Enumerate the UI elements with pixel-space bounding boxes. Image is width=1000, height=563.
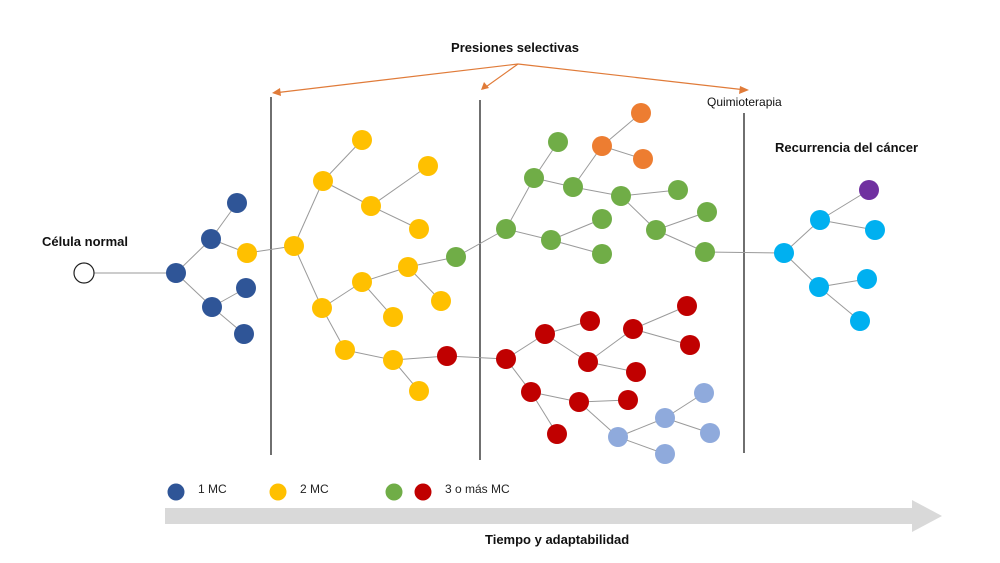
selective-pressures-label: Presiones selectivas xyxy=(451,40,579,55)
cell-node-orange xyxy=(633,149,653,169)
cell-node-red xyxy=(623,319,643,339)
cell-node-red xyxy=(569,392,589,412)
legend-dot-yellow xyxy=(269,483,287,501)
cell-node-cyan xyxy=(850,311,870,331)
cell-node-yellow xyxy=(383,307,403,327)
cell-node-yellow xyxy=(352,130,372,150)
cell-node-red xyxy=(680,335,700,355)
lineage-edge xyxy=(704,251,785,254)
cell-node-red xyxy=(626,362,646,382)
cell-node-red xyxy=(496,349,516,369)
cell-node-green xyxy=(446,247,466,267)
cell-node-yellow xyxy=(409,381,429,401)
cell-node-red xyxy=(547,424,567,444)
recurrence-label: Recurrencia del cáncer xyxy=(775,140,919,155)
lineage-edge xyxy=(370,165,429,207)
cell-node-yellow xyxy=(313,171,333,191)
cell-node-red xyxy=(437,346,457,366)
cell-node-orange xyxy=(592,136,612,156)
arrowheads xyxy=(272,82,749,96)
cell-node-purple xyxy=(859,180,879,200)
cell-node-blue xyxy=(166,263,186,283)
legend-label-1mc: 1 MC xyxy=(198,482,227,496)
cell-node-yellow xyxy=(431,291,451,311)
legend-dot-blue xyxy=(167,483,185,501)
legend-dot-red xyxy=(414,483,432,501)
cell-node-green xyxy=(646,220,666,240)
cell-node-yellow xyxy=(284,236,304,256)
cell-node-yellow xyxy=(361,196,381,216)
cell-node-green xyxy=(563,177,583,197)
cell-node-red xyxy=(618,390,638,410)
cell-node-light-blue xyxy=(608,427,628,447)
cell-node-yellow xyxy=(335,340,355,360)
cell-node-red xyxy=(521,382,541,402)
cell-node-yellow xyxy=(312,298,332,318)
cell-node-red xyxy=(677,296,697,316)
cell-node-cyan xyxy=(865,220,885,240)
cell-node-red xyxy=(578,352,598,372)
cell-node-cyan xyxy=(810,210,830,230)
normal-cell-node xyxy=(73,262,95,284)
cell-node-light-blue xyxy=(694,383,714,403)
cell-node-blue xyxy=(201,229,221,249)
cell-node-green xyxy=(611,186,631,206)
cell-node-green xyxy=(496,219,516,239)
chemotherapy-label: Quimioterapia xyxy=(707,95,782,109)
lineage-edge xyxy=(293,245,323,309)
cell-node-blue xyxy=(202,297,222,317)
cell-node-light-blue xyxy=(700,423,720,443)
legend-label-2mc: 2 MC xyxy=(300,482,329,496)
time-arrow xyxy=(165,500,942,532)
cell-node-green xyxy=(592,209,612,229)
cell-node-light-blue xyxy=(655,408,675,428)
cell-node-yellow xyxy=(237,243,257,263)
cell-node-cyan xyxy=(857,269,877,289)
cell-node-yellow xyxy=(398,257,418,277)
cell-node-green xyxy=(697,202,717,222)
time-axis-label: Tiempo y adaptabilidad xyxy=(485,532,630,547)
cell-node-yellow xyxy=(383,350,403,370)
normal-cell-label: Célula normal xyxy=(42,234,128,249)
cell-node-green xyxy=(592,244,612,264)
cell-node-orange xyxy=(631,103,651,123)
cell-node-light-blue xyxy=(655,444,675,464)
cell-node-green xyxy=(668,180,688,200)
cell-node-green xyxy=(548,132,568,152)
legend-dot-green xyxy=(385,483,403,501)
cell-nodes xyxy=(73,103,885,464)
cell-node-blue xyxy=(236,278,256,298)
cell-node-green xyxy=(695,242,715,262)
cell-node-cyan xyxy=(774,243,794,263)
cell-node-blue xyxy=(234,324,254,344)
selective-pressure-arrows xyxy=(273,63,747,94)
cell-node-green xyxy=(541,230,561,250)
cell-node-red xyxy=(580,311,600,331)
cell-node-cyan xyxy=(809,277,829,297)
cell-node-yellow xyxy=(418,156,438,176)
cell-node-red xyxy=(535,324,555,344)
cell-node-green xyxy=(524,168,544,188)
lineage-edge xyxy=(293,180,324,247)
cell-node-blue xyxy=(227,193,247,213)
cell-node-yellow xyxy=(352,272,372,292)
legend-label-3mc: 3 o más MC xyxy=(445,482,510,496)
cell-node-yellow xyxy=(409,219,429,239)
